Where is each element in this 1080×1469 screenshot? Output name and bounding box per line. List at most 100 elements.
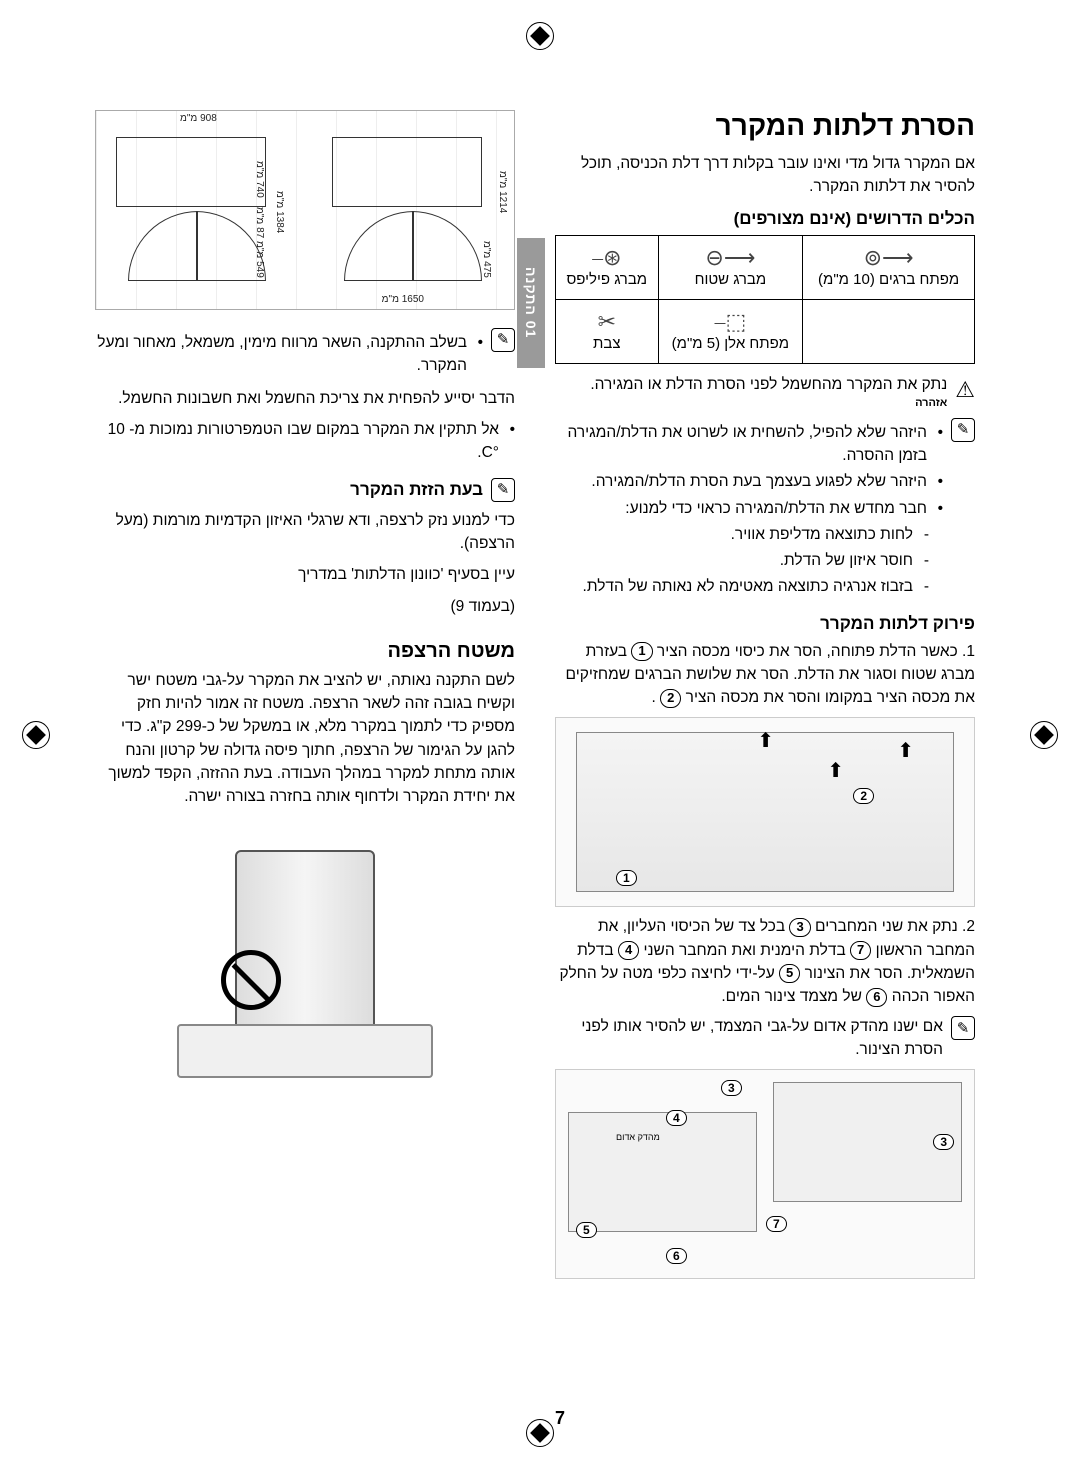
arrow-up-icon-3: ⬆: [757, 728, 774, 753]
door-removal-intro: אם המקרר גדול מדי ואינו עובר בקלות דרך ד…: [555, 152, 975, 199]
moving-line-2: עיין בסעיף 'כוונון הדלתות' במדריך: [95, 563, 515, 586]
red-clip-label: מהדק אדום: [616, 1132, 660, 1142]
allen-key-icon: ⬚⎯: [663, 311, 799, 333]
step-1-text: 1. כאשר הדלת פתוחה, הסר את כיסוי מכסה הצ…: [555, 640, 975, 710]
step1-badge-2: 2: [853, 788, 874, 804]
s2d-b5: 5: [576, 1222, 597, 1238]
moving-heading: בעת הזזת המקרר: [350, 478, 483, 503]
s2d-b6: 6: [666, 1248, 687, 1264]
page-content: 908 מ"מ 740 מ"מ 87 מ"מ 549 מ"מ 1384 מ"מ …: [95, 110, 985, 1389]
tool-pliers: ✂ צבת: [556, 299, 659, 363]
tool-allen-label: מפתח אלן (5 מ"מ): [672, 335, 789, 352]
dim-1214: 1214 מ"מ: [497, 171, 508, 213]
step1-badge-1: 1: [616, 870, 637, 886]
registration-mark-top: [526, 22, 554, 50]
dim-475: 475 מ"מ: [481, 241, 492, 278]
step1-diagram: 1 2 ⬆ ⬆ ⬆: [555, 717, 975, 907]
prohibition-icon: [221, 950, 281, 1010]
caution-block: היזהר שלא להפיל, להשחית או לשרוט את הדלת…: [555, 418, 975, 602]
badge-3: 3: [789, 918, 810, 937]
registration-mark-left: [22, 721, 50, 749]
flat-screwdriver-icon: ⟶⊖: [663, 247, 799, 269]
warning-icon: ⚠: [955, 374, 975, 406]
tools-row-2: ⬚⎯ מפתח אלן (5 מ"מ) ✂ צבת: [556, 299, 975, 363]
dim-1384: 1384 מ"מ: [274, 191, 285, 233]
badge-5: 5: [779, 964, 800, 983]
door-removal-heading: הסרת דלתות המקרר: [555, 110, 975, 142]
dim-top-width: 908 מ"מ: [180, 113, 217, 124]
tool-phillips-label: מברג פיליפס: [566, 271, 647, 288]
dash-1: לחות כתוצאה מדליפת אוויר.: [555, 523, 929, 546]
tool-flat-screwdriver: ⟶⊖ מברג שטוח: [658, 235, 803, 299]
arrow-up-icon-2: ⬆: [827, 758, 844, 783]
badge-2: 2: [660, 689, 681, 708]
step2-note-row: אם ישנו מהדק אדום על-גבי המצמד, יש להסיר…: [555, 1016, 975, 1061]
caution-2: היזהר שלא לפגוע בעצמך בעת הסרת הדלת/המגי…: [555, 470, 943, 493]
s2d-b7: 7: [766, 1216, 787, 1232]
diagram-arc-1: [128, 211, 198, 281]
tools-table: ⟶⊚ מפתח ברגים (10 מ"מ) ⟶⊖ מברג שטוח ⊛⎯ מ…: [555, 235, 975, 364]
diagram-arc-3: [344, 211, 414, 281]
dim-87: 87 מ"מ: [254, 207, 265, 238]
dash-2: חוסר איזון של הדלת.: [555, 549, 929, 572]
flooring-illustration: [95, 820, 515, 1080]
diagram-arc-4: [412, 211, 482, 281]
right-column: 908 מ"מ 740 מ"מ 87 מ"מ 549 מ"מ 1384 מ"מ …: [95, 110, 515, 1389]
dim-1650: 1650 מ"מ: [382, 294, 424, 305]
disassembly-heading: פירוק דלתות המקרר: [555, 614, 975, 634]
badge-7: 7: [850, 941, 871, 960]
tool-phillips: ⊛⎯ מברג פיליפס: [556, 235, 659, 299]
step2-panel-left: [568, 1112, 757, 1232]
pencil-icon: [491, 328, 515, 352]
s2-pre: 2. נתק את שני המחברים: [811, 918, 975, 935]
step1-pre: 1. כאשר הדלת פתוחה, הסר את כיסוי מכסה הצ…: [653, 643, 975, 660]
tool-wrench-10: ⟶⊚ מפתח ברגים (10 מ"מ): [803, 235, 975, 299]
s2d-b3a: 3: [721, 1080, 742, 1096]
flooring-heading: משטח הרצפה: [95, 640, 515, 663]
pencil-icon-3: [951, 418, 975, 442]
tools-row-1: ⟶⊚ מפתח ברגים (10 מ"מ) ⟶⊖ מברג שטוח ⊛⎯ מ…: [556, 235, 975, 299]
arrow-up-icon: ⬆: [897, 738, 914, 763]
left-column: 01 התקנה הסרת דלתות המקרר אם המקרר גדול …: [555, 110, 975, 1389]
s2d-b4: 4: [666, 1110, 687, 1126]
moving-line-3: (בעמוד 9): [95, 595, 515, 618]
install-note-followup: הדבר יסייע להפחית את צריכת החשמל ואת חשב…: [95, 387, 515, 410]
caution-1: היזהר שלא להפיל, להשחית או לשרוט את הדלת…: [555, 421, 943, 468]
flooring-body: לשם התקנה נאותה, יש להציב את המקרר על-גב…: [95, 669, 515, 809]
warning-block: נתק את המקרר מהחשמל לפני הסרת הדלת או המ…: [590, 374, 947, 412]
step2-art: [568, 1082, 962, 1266]
badge-1: 1: [631, 642, 652, 661]
s2-t2: בדלת הימנית ואת המחבר השני: [639, 942, 850, 959]
tool-empty: [803, 299, 975, 363]
diagram-box-right: [332, 137, 482, 207]
moving-line-1: כדי למנוע נזק לרצפה, ודא שרגלי האיזון הק…: [95, 509, 515, 556]
warning-text: נתק את המקרר מהחשמל לפני הסרת הדלת או המ…: [590, 376, 947, 393]
caution-3: חבר מחדש את הדלת/המגירה כראוי כדי למנוע:: [555, 497, 943, 520]
dash-3: בזבוז אנרגיה כתוצאה מאטימה לא נאותה של ה…: [555, 575, 929, 598]
tool-allen: ⬚⎯ מפתח אלן (5 מ"מ): [658, 299, 803, 363]
install-note-1: בשלב ההתקנה, השאר מרווח מימין, משמאל, מא…: [95, 328, 515, 381]
pencil-icon-2: [491, 478, 515, 502]
phillips-icon: ⊛⎯: [560, 247, 654, 269]
s2d-b3b: 3: [933, 1134, 954, 1150]
warning-row: ⚠ נתק את המקרר מהחשמל לפני הסרת הדלת או …: [555, 374, 975, 412]
install-bullet-1: בשלב ההתקנה, השאר מרווח מימין, משמאל, מא…: [95, 331, 483, 378]
registration-mark-bottom: [526, 1419, 554, 1447]
step2-diagram: 3 4 5 6 7 3 מהדק אדום: [555, 1069, 975, 1279]
install-note-1-text: בשלב ההתקנה, השאר מרווח מימין, משמאל, מא…: [95, 328, 483, 381]
pencil-icon-4: [951, 1016, 975, 1040]
moving-heading-row: בעת הזזת המקרר: [95, 478, 515, 503]
tool-pliers-label: צבת: [593, 335, 621, 352]
badge-6: 6: [866, 988, 887, 1007]
badge-4: 4: [618, 941, 639, 960]
tool-wrench-10-label: מפתח ברגים (10 מ"מ): [818, 271, 959, 288]
tool-flat-label: מברג שטוח: [695, 271, 767, 288]
pliers-icon: ✂: [560, 311, 654, 333]
step1-post: .: [652, 689, 661, 706]
registration-mark-right: [1030, 721, 1058, 749]
clearance-diagram: 908 מ"מ 740 מ"מ 87 מ"מ 549 מ"מ 1384 מ"מ …: [95, 110, 515, 310]
diagram-box-left: [116, 137, 266, 207]
install-bullet-2: אל תתקין את המקרר במקום שבו הטמפרטורות נ…: [95, 418, 515, 465]
step2-note-text: אם ישנו מהדק אדום על-גבי המצמד, יש להסיר…: [555, 1016, 943, 1061]
tools-heading: הכלים הדרושים (אינם מצורפים): [555, 209, 975, 229]
